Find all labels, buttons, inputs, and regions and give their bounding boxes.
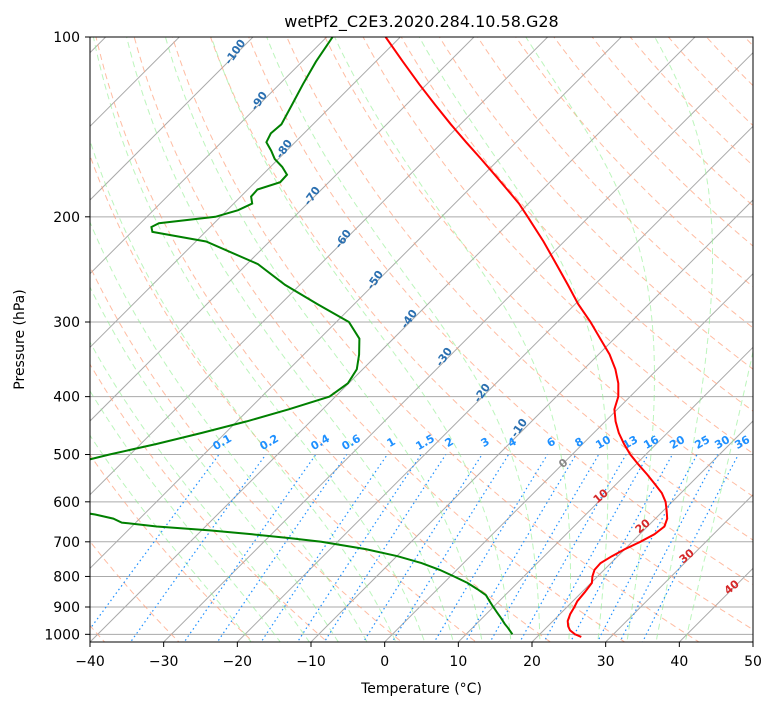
moist-adiabat-line — [90, 390, 281, 642]
moist-adiabat-line — [90, 220, 368, 642]
isotherm-line — [604, 493, 753, 642]
isotherm-line — [310, 199, 753, 642]
x-tick-label: 0 — [380, 654, 389, 670]
temperature-profile-line — [384, 37, 669, 638]
isotherm-line — [90, 37, 623, 570]
isotherm-line — [383, 272, 753, 642]
y-tick-label: 400 — [53, 390, 80, 406]
y-axis-ticks: 100 200 300 400 500 600 700 800 900 1000 — [44, 30, 90, 643]
x-tick-label: 40 — [670, 654, 688, 670]
moist-adiabat-line — [654, 37, 713, 642]
dry-adiabat-line — [477, 37, 753, 329]
y-tick-label: 100 — [53, 30, 80, 46]
x-tick-label: 10 — [449, 654, 467, 670]
mixing-ratio-line — [260, 454, 388, 642]
y-tick-label: 600 — [53, 495, 80, 511]
x-tick-label: 30 — [597, 654, 615, 670]
y-axis-label: Pressure (hPa) — [12, 289, 28, 389]
dry-adiabat-line — [90, 265, 403, 642]
moist-adiabat-line — [164, 37, 483, 642]
dry-adiabat-line — [171, 37, 700, 642]
dry-adiabat-line — [90, 540, 180, 642]
isotherm-line — [90, 37, 549, 496]
x-tick-label: −10 — [296, 654, 326, 670]
isotherm-line — [457, 346, 753, 642]
isotherm-line — [90, 37, 254, 201]
x-axis-ticks: −40 −30 −20 −10 0 10 20 30 40 50 — [75, 642, 762, 670]
x-tick-label: 20 — [523, 654, 541, 670]
y-tick-label: 500 — [53, 448, 80, 464]
dry-adiabat-line — [90, 453, 254, 642]
mixing-ratio-line — [543, 454, 649, 642]
moist-adiabat-line — [90, 286, 339, 642]
y-tick-label: 900 — [53, 600, 80, 616]
mixing-ratio-line — [641, 454, 739, 642]
y-tick-label: 1000 — [44, 627, 80, 643]
mixing-ratio-line — [362, 454, 483, 642]
dry-adiabat-line — [95, 37, 552, 642]
x-axis-label: Temperature (°C) — [360, 681, 482, 697]
moist-adiabat-line — [210, 37, 512, 642]
dry-adiabat-line — [286, 37, 753, 541]
isotherm-line — [162, 51, 753, 642]
mixing-ratio-line — [596, 454, 698, 642]
x-tick-label: −30 — [149, 654, 179, 670]
y-tick-label: 300 — [53, 315, 80, 331]
dry-adiabat-line — [90, 154, 477, 642]
dry-adiabat-line — [90, 363, 329, 642]
y-tick-label: 700 — [53, 535, 80, 551]
moist-adiabat-line — [92, 37, 426, 642]
moist-adiabat-line — [90, 138, 397, 642]
dry-adiabat-line — [133, 37, 626, 642]
moist-adiabat-line — [126, 37, 454, 642]
moist-adiabat-line — [90, 434, 252, 642]
mixing-ratio-line — [216, 454, 348, 642]
moist-adiabats — [90, 37, 753, 642]
x-tick-label: 50 — [744, 654, 762, 670]
moist-adiabat-line — [684, 349, 753, 642]
isotherm-line — [236, 125, 753, 642]
x-tick-label: −20 — [223, 654, 253, 670]
isotherm-line — [90, 37, 181, 128]
mixing-ratio-line — [464, 454, 577, 642]
dry-adiabats — [90, 37, 753, 642]
mixing-ratio-line — [489, 454, 600, 642]
dry-adiabat-line — [438, 37, 753, 370]
isotherm-line — [90, 37, 328, 275]
dry-adiabat-line — [248, 37, 753, 586]
moist-adiabat-line — [90, 341, 310, 642]
moist-adiabat-line — [525, 37, 656, 642]
x-tick-label: −40 — [75, 654, 105, 670]
axes-frame — [89, 36, 754, 643]
moist-adiabat-line — [266, 37, 541, 642]
chart-title: wetPf2_C2E3.2020.284.10.58.G28 — [284, 12, 558, 32]
isotherm-line — [90, 37, 696, 642]
y-tick-label: 200 — [53, 210, 80, 226]
mixing-ratio-line — [391, 454, 510, 642]
mixing-ratio-line — [519, 454, 627, 642]
isotherm-line — [90, 37, 475, 422]
isotherm-line — [90, 37, 402, 349]
moist-adiabat-line — [418, 37, 609, 642]
dry-adiabat-line — [209, 37, 753, 631]
mixing-ratio-line — [129, 454, 267, 642]
dewpoint-profile-line — [90, 37, 514, 635]
y-tick-label: 800 — [53, 569, 80, 585]
mixing-ratio-line — [619, 454, 719, 642]
